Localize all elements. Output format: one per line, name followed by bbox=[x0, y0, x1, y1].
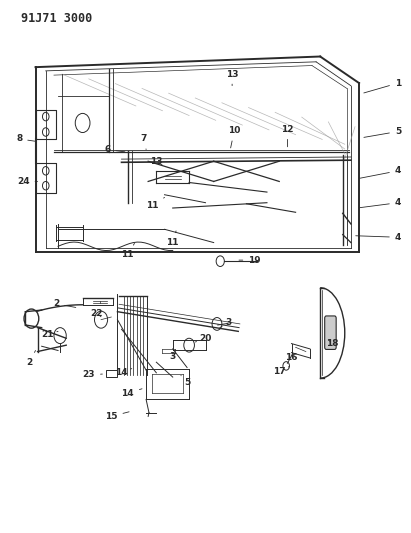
Text: 5: 5 bbox=[364, 127, 401, 138]
Text: 6: 6 bbox=[104, 145, 125, 154]
Text: 20: 20 bbox=[195, 334, 212, 343]
Text: 91J71 3000: 91J71 3000 bbox=[21, 12, 92, 26]
Text: 4: 4 bbox=[356, 233, 401, 242]
Text: 13: 13 bbox=[226, 70, 238, 86]
Text: 18: 18 bbox=[326, 339, 339, 348]
Text: 4: 4 bbox=[360, 198, 401, 208]
Text: 23: 23 bbox=[83, 370, 102, 379]
Text: 24: 24 bbox=[17, 177, 37, 186]
Text: 1: 1 bbox=[364, 78, 401, 93]
Text: 13: 13 bbox=[150, 157, 163, 166]
Text: 11: 11 bbox=[146, 197, 164, 211]
Text: 10: 10 bbox=[228, 126, 240, 148]
FancyBboxPatch shape bbox=[325, 316, 336, 350]
Text: 2: 2 bbox=[53, 299, 76, 308]
Text: 16: 16 bbox=[285, 353, 298, 362]
Text: 22: 22 bbox=[91, 309, 103, 318]
Text: 17: 17 bbox=[273, 367, 289, 376]
Bar bbox=[106, 370, 117, 376]
Text: 3: 3 bbox=[170, 352, 176, 361]
Text: 7: 7 bbox=[141, 134, 147, 150]
Text: 5: 5 bbox=[181, 375, 190, 387]
Text: 3: 3 bbox=[220, 318, 231, 328]
Text: 11: 11 bbox=[121, 244, 134, 260]
Text: 11: 11 bbox=[166, 231, 179, 247]
Text: 21: 21 bbox=[42, 330, 58, 339]
Text: 8: 8 bbox=[16, 134, 35, 143]
Text: 15: 15 bbox=[105, 412, 129, 421]
Text: 12: 12 bbox=[281, 125, 294, 147]
Text: 14: 14 bbox=[115, 368, 132, 377]
Text: 2: 2 bbox=[26, 351, 35, 367]
Text: 14: 14 bbox=[121, 389, 142, 398]
Text: 4: 4 bbox=[360, 166, 401, 178]
Text: 19: 19 bbox=[239, 256, 261, 264]
